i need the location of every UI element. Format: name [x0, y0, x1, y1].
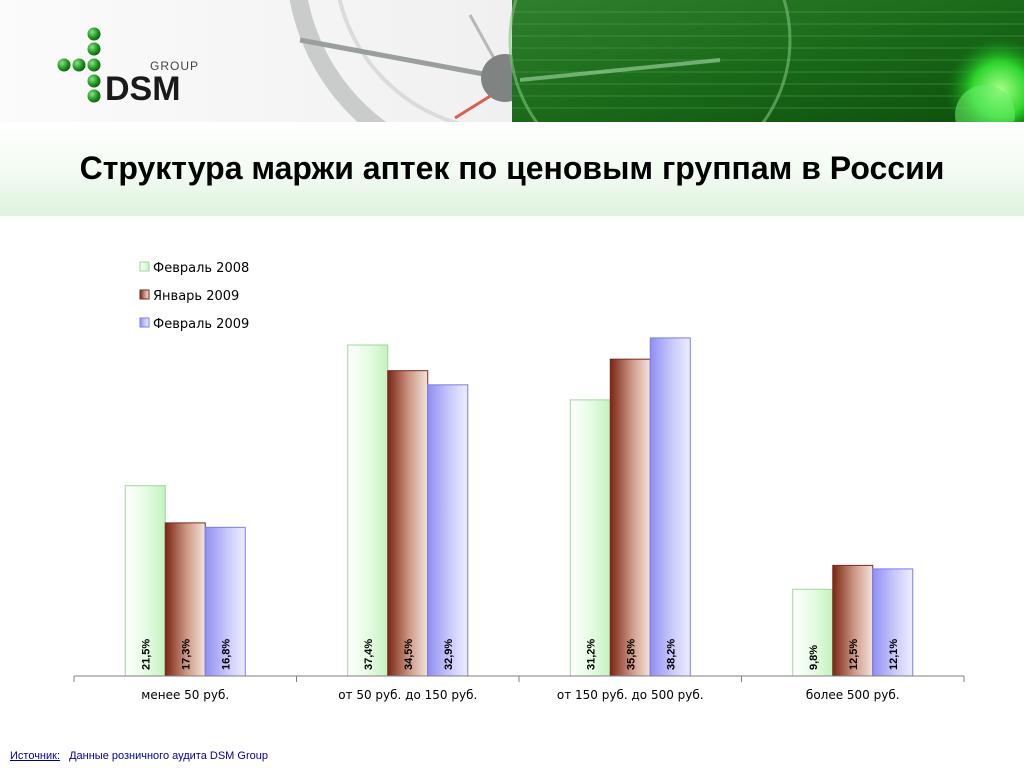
- data-label-s0-c3: 9,8%: [808, 645, 820, 670]
- data-label-s1-c0: 17,3%: [180, 639, 192, 670]
- category-label-2: от 150 руб. до 500 руб.: [557, 688, 704, 702]
- bar-s2-c3: [872, 568, 914, 677]
- category-label-1: от 50 руб. до 150 руб.: [338, 688, 477, 702]
- data-label-s0-c0: 21,5%: [140, 639, 152, 670]
- data-label-s1-c1: 34,5%: [403, 639, 415, 670]
- bar-s1-c2: [609, 358, 651, 677]
- bar-s1-c1: [387, 370, 429, 677]
- source-text: Данные розничного аудита DSM Group: [69, 750, 268, 762]
- logo-brand-text: DSM: [105, 70, 181, 106]
- bar-s2-c2: [649, 337, 691, 677]
- category-label-0: менее 50 руб.: [141, 688, 229, 702]
- bar-s0-c1: [347, 344, 389, 677]
- legend-swatch-0: [139, 261, 150, 272]
- data-label-s1-c2: 35,8%: [625, 639, 637, 670]
- legend-swatch-2: [139, 317, 150, 328]
- data-label-s2-c3: 12,1%: [888, 639, 900, 670]
- bar-s2-c0: [204, 526, 246, 677]
- data-label-s2-c1: 32,9%: [443, 639, 455, 670]
- legend-swatch-1: [139, 289, 150, 300]
- legend-label-0: Февраль 2008: [153, 261, 249, 276]
- dsm-group-logo: GROUP DSM: [57, 27, 199, 106]
- source-note: Источник: Данные розничного аудита DSM G…: [10, 750, 268, 762]
- data-label-s0-c2: 31,2%: [585, 639, 597, 670]
- bar-s0-c2: [569, 399, 611, 677]
- bar-s2-c1: [427, 384, 469, 677]
- title-band: [0, 122, 1024, 216]
- data-label-s2-c0: 16,8%: [220, 639, 232, 670]
- bar-s1-c3: [832, 564, 874, 677]
- page-title: Структура маржи аптек по ценовым группам…: [79, 150, 945, 186]
- data-label-s1-c3: 12,5%: [848, 639, 860, 670]
- legend-label-1: Январь 2009: [153, 289, 239, 304]
- data-label-s2-c2: 38,2%: [665, 639, 677, 670]
- header-banner: [0, 0, 1024, 122]
- bar-s1-c0: [164, 522, 206, 677]
- data-label-s0-c1: 37,4%: [363, 639, 375, 670]
- source-label: Источник:: [10, 750, 61, 762]
- legend-label-2: Февраль 2009: [153, 317, 249, 332]
- category-label-3: более 500 руб.: [806, 688, 900, 702]
- logo-group-text: GROUP: [150, 59, 199, 73]
